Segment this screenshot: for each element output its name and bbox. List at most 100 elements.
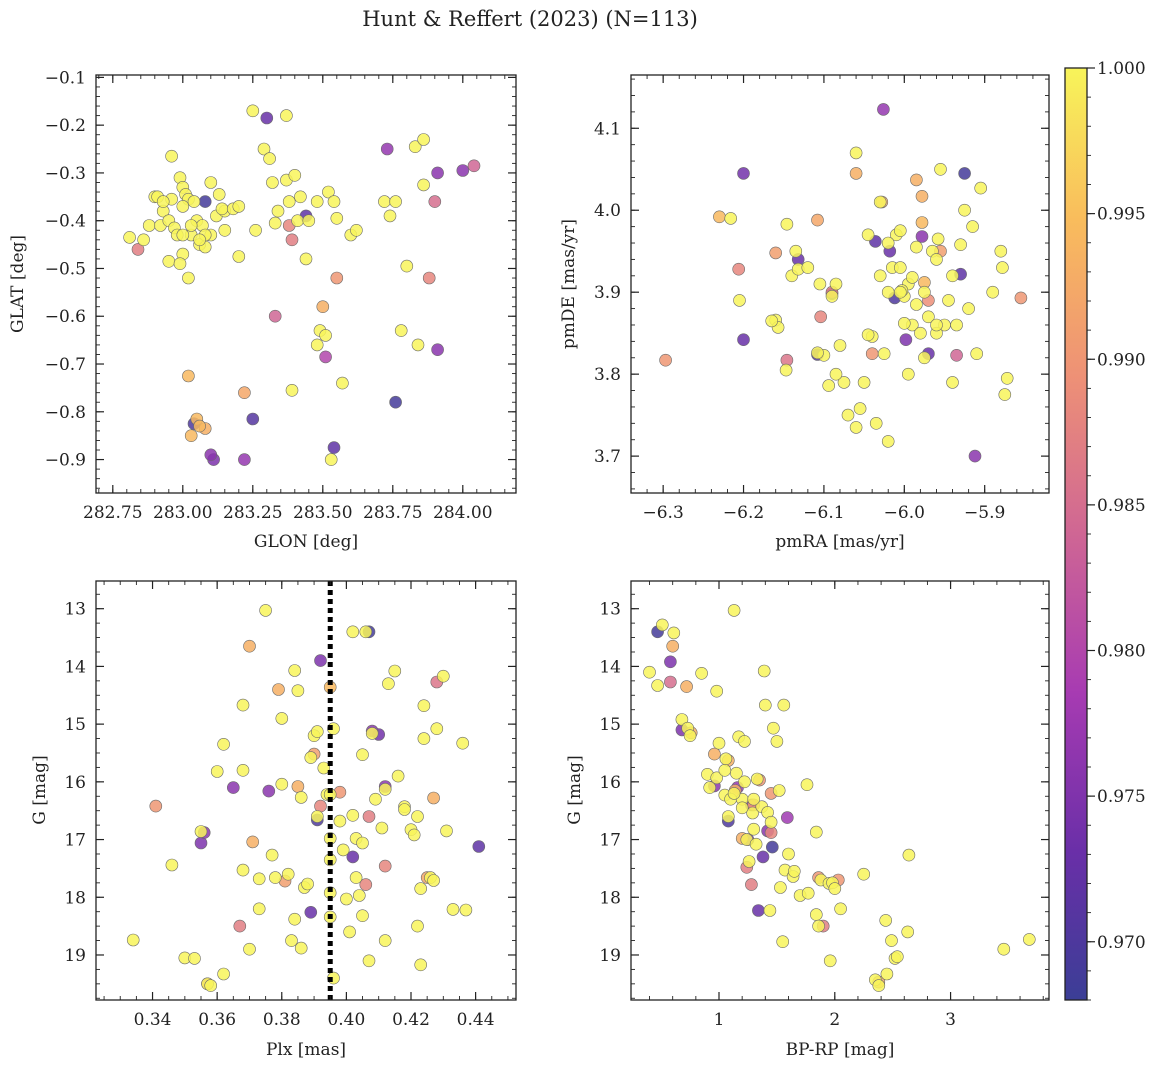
y-tick-label: 14 [599,657,621,677]
data-point [340,892,353,906]
data-point [204,176,218,189]
data-point [942,294,955,307]
data-point [780,217,794,231]
data-point [362,810,376,823]
data-point [316,300,330,314]
data-point [828,882,842,895]
data-point [915,190,929,203]
data-point [252,902,266,916]
data-point [417,699,431,713]
data-point [330,212,344,225]
axes-frame [95,580,517,1001]
data-point [770,735,784,748]
data-point [747,822,761,836]
data-point [747,792,761,806]
colorbar-tick-label: 0.975 [1097,787,1146,807]
data-point [382,677,395,691]
plot-plx-g: 0.34 0.36 0.38 0.40 0.42 0.44 13 14 15 16 17 18 19 [64,580,517,1030]
data-point [767,721,780,735]
colorbar-tick-label: 1.000 [1097,59,1146,79]
data-point [257,142,271,156]
y-tick-label: 15 [64,715,86,735]
data-point [998,388,1012,401]
data-point [664,655,677,669]
figure-title: Hunt & Reffert (2023) (N=113) [362,7,698,31]
data-point [769,246,783,260]
data-point [893,261,907,274]
data-point [680,680,693,693]
data-point [931,232,945,246]
data-point [930,253,943,266]
data-point [173,257,187,271]
data-point [375,821,389,835]
data-point [212,188,226,201]
data-point [436,669,450,683]
data-point [713,210,726,224]
data-point [317,761,331,775]
data-point [184,429,198,443]
data-point [675,713,689,726]
data-point [849,146,863,160]
data-point [336,376,349,390]
data-point [809,908,823,921]
data-point [915,216,929,229]
data-point [275,712,289,725]
data-point [899,333,913,347]
data-point [268,871,282,884]
data-point [974,181,988,195]
data-point [249,224,262,237]
data-point [659,353,672,367]
y-tick-label: 3.7 [594,447,621,467]
data-point [343,925,356,939]
data-point [188,952,201,965]
data-point [968,449,982,463]
data-point [233,919,247,933]
data-point [881,285,895,299]
panel-glon-glat-xlabel: GLON [deg] [254,532,358,552]
data-point [910,173,923,187]
x-tick-label: 283.00 [153,503,212,523]
y-tick-label: 13 [64,600,86,620]
data-point [137,233,150,247]
data-point [346,808,360,822]
data-point [294,190,307,204]
data-point [280,109,293,122]
data-point [695,666,708,680]
y-tick-label: −0.4 [45,212,86,232]
data-point [272,683,285,696]
data-point [430,722,444,736]
y-tick-label: 19 [599,946,621,966]
x-tick-label: 0.42 [392,1010,430,1030]
data-point [667,626,681,640]
data-point [246,104,260,118]
data-point [897,316,911,330]
data-point [712,736,726,750]
data-point [268,216,282,230]
y-tick-label: 3.9 [594,283,621,303]
data-point [758,698,772,712]
data-point [333,814,347,828]
data-point [472,840,486,853]
data-point [365,727,379,740]
panel-cmd-ylabel: G [mag] [565,755,585,824]
data-point [285,233,299,247]
data-point [467,159,481,173]
y-tick-label: 3.8 [594,365,621,385]
y-tick-label: 16 [64,773,86,793]
data-point [809,825,823,839]
data-point [829,367,843,381]
data-point [327,441,341,454]
data-point [182,271,195,285]
data-point [1014,291,1028,305]
data-point [356,909,369,923]
data-point [764,815,778,829]
y-tick-label: 19 [64,946,86,966]
data-point [724,212,738,225]
panel-cmd-xlabel: BP-RP [mag] [786,1040,895,1060]
data-point [198,195,212,208]
panel-plx-g-xlabel: Plx [mas] [266,1040,346,1060]
data-point [271,204,285,218]
data-point [986,285,1000,299]
data-point [910,298,923,311]
plot-cmd: 1 2 3 13 14 15 16 17 18 19 [599,580,1050,1030]
